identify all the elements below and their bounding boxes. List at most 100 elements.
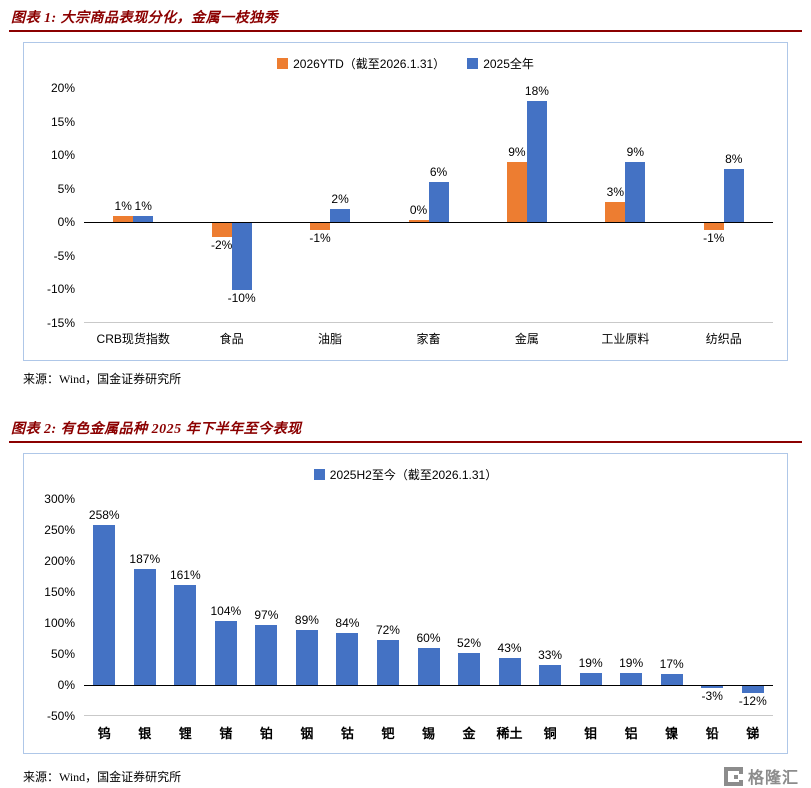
- bar: [539, 664, 562, 685]
- logo-dot: [733, 774, 738, 779]
- bar: [231, 223, 252, 291]
- x-axis-category-label: 油脂: [318, 332, 343, 346]
- x-axis-category-label: 锂: [178, 726, 192, 741]
- figure-2-x-axis: 钨 银 锂 锗 铂 铟 钴 钯 锡 金 稀土 铜 钼 铝 镍 铅 锑: [84, 723, 773, 747]
- x-axis-category-label: 工业原料: [601, 332, 650, 346]
- x-axis-category-label: 钯: [381, 726, 395, 741]
- bar: [579, 673, 602, 685]
- bar: [408, 220, 429, 223]
- x-axis-category-label: 钼: [584, 726, 598, 741]
- y-axis-tick-label: -10%: [46, 282, 75, 297]
- y-axis-tick-label: -50%: [46, 709, 75, 723]
- bar: [741, 686, 764, 694]
- bar: [174, 585, 197, 685]
- bar-value-label: 97%: [254, 607, 279, 622]
- logo-notch: [738, 773, 744, 780]
- figure-1-y-axis: 20% 15% 10% 5% 0% -5% -10% -15%: [38, 81, 84, 330]
- bar: [336, 632, 359, 685]
- bar: [701, 686, 724, 688]
- x-axis-category-label: 金: [462, 726, 476, 741]
- x-axis-category-label: 钴: [340, 726, 354, 741]
- figure-2-plot-area: 300% 250% 200% 150% 100% 50% 0% -50% 258% 187% 16…: [38, 492, 773, 723]
- figure-1-plot-area: 20% 15% 10% 5% 0% -5% -10% -15% 1% 1% -2% -10% -1% 2…: [38, 81, 773, 330]
- y-axis-tick-label: 150%: [44, 585, 75, 599]
- bar-value-label: 17%: [659, 657, 684, 672]
- figure-1-x-axis: CRB现货指数 食品 油脂 家畜 金属 工业原料 纺织品: [84, 330, 773, 354]
- y-axis-tick-label: 250%: [44, 523, 75, 537]
- x-axis-category-label: 锡: [421, 726, 436, 741]
- figure-2-chart: 2025H2至今（截至2026.1.31） 300% 250% 200% 150% 10…: [23, 453, 788, 754]
- y-axis-tick-label: -5%: [53, 248, 75, 263]
- bar: [376, 640, 399, 685]
- bar: [133, 215, 154, 223]
- bar-value-label: -12%: [738, 694, 767, 709]
- bar: [330, 208, 351, 223]
- bar-value-label: 187%: [129, 552, 161, 567]
- figure-2-legend: 2025H2至今（截至2026.1.31）: [38, 466, 773, 483]
- legend-label: 2026YTD（截至2026.1.31）: [293, 57, 446, 71]
- figure-2-header: 图表 2: 有色金属品种 2025 年下半年至今表现: [9, 411, 802, 443]
- legend-swatch: [277, 58, 289, 69]
- gelonghui-logo: 格隆汇: [723, 764, 799, 788]
- gelonghui-logo-icon: [723, 766, 744, 786]
- bar-value-label: 84%: [335, 615, 360, 630]
- y-axis-tick-label: 50%: [50, 647, 75, 661]
- y-axis-tick-label: 200%: [44, 554, 75, 568]
- bar-value-label: -1%: [703, 231, 725, 245]
- bar: [498, 658, 521, 685]
- y-axis-tick-label: 100%: [44, 616, 75, 630]
- bar-value-label: 19%: [578, 656, 603, 671]
- x-axis-category-label: 铟: [300, 726, 314, 741]
- bar: [255, 624, 278, 685]
- bar-value-label: -2%: [210, 237, 233, 252]
- x-axis-category-label: 纺织品: [705, 332, 742, 346]
- x-axis-category-label: 银: [138, 726, 152, 741]
- zero-axis-line: [84, 685, 773, 686]
- figure-1-plot: 1% 1% -2% -10% -1% 2% 0% 6% 9% 18% 3% 9% -1% 8%: [84, 84, 773, 323]
- y-axis-tick-label: 10%: [50, 148, 75, 163]
- y-axis-tick-label: 0%: [57, 215, 75, 230]
- bar: [428, 182, 449, 223]
- x-axis-category-label: 稀土: [496, 726, 523, 741]
- bar: [625, 161, 646, 223]
- y-axis-tick-label: 20%: [50, 81, 75, 95]
- bar-value-label: 8%: [725, 151, 743, 166]
- bar-value-label: 2%: [331, 191, 349, 206]
- figure-2-y-axis: 300% 250% 200% 150% 100% 50% 0% -50%: [38, 492, 84, 723]
- bar-value-label: 18%: [524, 84, 549, 99]
- legend-item: 2025H2至今（截至2026.1.31）: [313, 466, 497, 483]
- bar: [458, 652, 481, 685]
- x-axis-category-label: 铂: [259, 726, 273, 741]
- x-axis-category-label: 镍: [665, 726, 679, 741]
- x-axis-category-label: 锑: [746, 726, 760, 741]
- bar: [506, 161, 527, 223]
- legend-item: 2026YTD（截至2026.1.31）: [277, 55, 445, 72]
- bar: [93, 525, 116, 685]
- bar-value-label: 258%: [88, 508, 120, 523]
- bar-value-label: 43%: [497, 641, 522, 656]
- legend-swatch: [313, 469, 325, 480]
- y-axis-tick-label: 300%: [44, 492, 75, 506]
- x-axis-category-label: 家畜: [416, 332, 441, 346]
- legend-swatch: [467, 58, 479, 69]
- x-axis-category-label: 金属: [514, 332, 539, 346]
- figure-2-source: 来源：Wind，国金证券研究所: [23, 769, 182, 784]
- figure-2-title: 图表 2: 有色金属品种 2025 年下半年至今表现: [11, 422, 302, 437]
- bar: [133, 569, 156, 685]
- bar: [417, 647, 440, 685]
- bar: [723, 168, 744, 223]
- legend-item: 2025全年: [467, 55, 534, 72]
- bar-value-label: 52%: [457, 635, 482, 650]
- x-axis-category-label: 钨: [97, 726, 111, 741]
- figure-1-legend: 2026YTD（截至2026.1.31） 2025全年: [38, 55, 773, 72]
- bar-value-label: 1%: [134, 198, 152, 213]
- bar: [310, 223, 331, 230]
- bar-value-label: -3%: [701, 689, 723, 703]
- x-axis-category-label: 食品: [219, 332, 244, 346]
- bar-value-label: 33%: [538, 647, 563, 662]
- bar-value-label: 104%: [210, 603, 242, 618]
- y-axis-tick-label: 15%: [50, 114, 75, 129]
- bar-value-label: 89%: [294, 612, 319, 627]
- bar: [620, 673, 643, 685]
